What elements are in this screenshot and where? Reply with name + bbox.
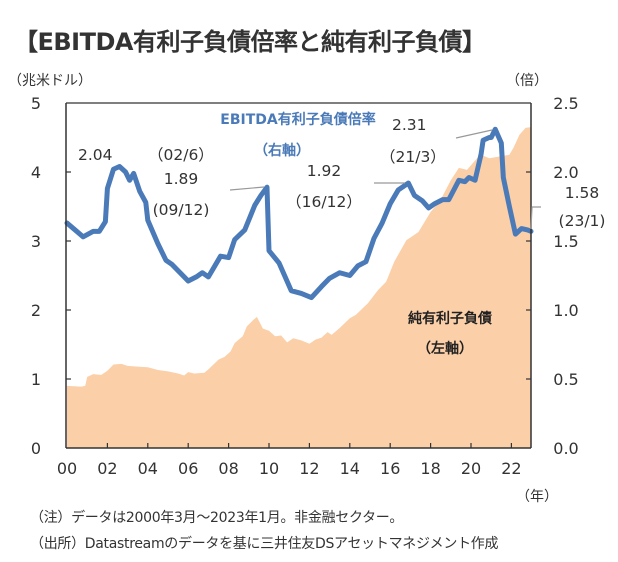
left-axis-unit-label: （兆米ドル）	[8, 73, 92, 89]
annotation-value: 2.04	[78, 146, 113, 164]
annotation-date: （02/6）	[148, 146, 214, 164]
x-axis-tick-label: 22	[501, 459, 521, 478]
left-axis-tick-label: 2	[31, 301, 41, 320]
debt-series-label: 純有利子負債	[408, 310, 492, 327]
right-axis-tick-label: 0.5	[553, 370, 578, 389]
left-axis-tick-label: 1	[31, 370, 41, 389]
x-axis-tick-label: 08	[218, 459, 238, 478]
annotation-date: （16/12）	[286, 193, 362, 211]
annotation-date: (09/12)	[153, 201, 210, 219]
annotation-value: 1.92	[307, 162, 342, 180]
annotation-value: 1.89	[164, 170, 199, 188]
x-axis-tick-label: 18	[420, 459, 440, 478]
net-debt-area	[67, 127, 531, 449]
x-axis-tick-label: 12	[299, 459, 319, 478]
x-axis-tick-label: 20	[461, 459, 481, 478]
left-axis-tick-label: 3	[31, 232, 41, 251]
x-axis-tick-label: 14	[340, 459, 360, 478]
left-axis-tick-label: 4	[31, 163, 41, 182]
x-axis-tick-label: 02	[97, 459, 117, 478]
x-axis-tick-label: 04	[138, 459, 158, 478]
annotation-connector	[229, 186, 265, 191]
annotation-date: (23/1)	[559, 212, 606, 230]
ratio-series-label: EBITDA有利子負債倍率	[220, 111, 375, 128]
x-axis-tick-label: 06	[178, 459, 198, 478]
chart-title: 【EBITDA有利子負債倍率と純有利子負債】	[14, 28, 486, 56]
right-axis-tick-label: 2.5	[553, 94, 578, 113]
x-axis-tick-label: 16	[380, 459, 400, 478]
annotation-connector	[530, 206, 541, 230]
right-axis-tick-label: 1.5	[553, 232, 578, 251]
ratio-series-axis-label: （右軸）	[254, 142, 310, 159]
right-axis-tick-label: 1.0	[553, 301, 578, 320]
annotation-connector	[455, 129, 493, 139]
right-axis-tick-label: 0.0	[553, 439, 578, 458]
x-axis-unit-label: （年）	[516, 489, 558, 505]
annotation-date: （21/3）	[380, 148, 446, 166]
right-axis-tick-label: 2.0	[553, 163, 578, 182]
ebitda-ratio-line	[64, 126, 534, 301]
footnote: （注）データは2000年3月～2023年1月。非金融セクター。	[30, 510, 404, 526]
right-axis-unit-label: （倍）	[506, 73, 548, 89]
left-axis-tick-label: 0	[31, 439, 41, 458]
source-note: （出所）Datastreamのデータを基に三井住友DSアセットマネジメント作成	[30, 536, 499, 552]
annotation-value: 2.31	[392, 116, 427, 134]
x-axis-tick-label: 00	[57, 459, 77, 478]
left-axis-tick-label: 5	[31, 94, 41, 113]
x-axis-tick-label: 10	[259, 459, 279, 478]
debt-series-axis-label: （左軸）	[417, 340, 473, 357]
annotation-value: 1.58	[565, 184, 600, 202]
